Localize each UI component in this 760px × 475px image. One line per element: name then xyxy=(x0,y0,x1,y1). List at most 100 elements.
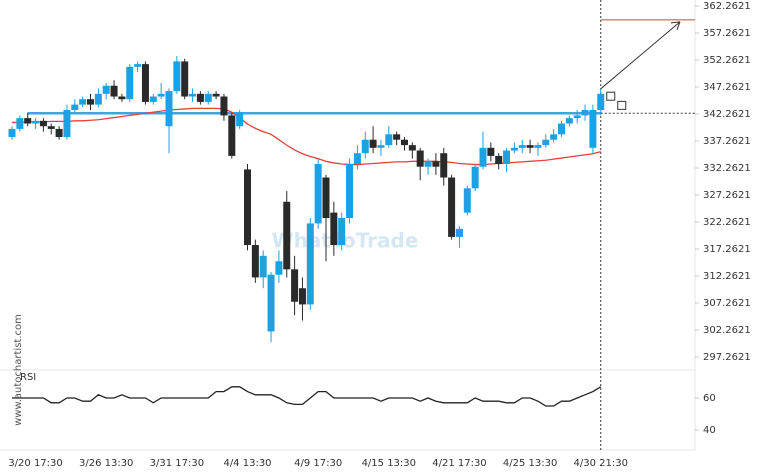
candle-body xyxy=(134,64,142,67)
candle-body xyxy=(377,145,385,148)
candle-body xyxy=(181,61,189,97)
candle-body xyxy=(401,139,408,146)
candle-body xyxy=(275,261,283,275)
x-tick-label: 3/20 17:30 xyxy=(8,458,62,469)
forecast-arrow xyxy=(600,21,681,90)
candle-body xyxy=(471,166,479,189)
candle-body xyxy=(503,150,511,165)
candle-body xyxy=(597,93,605,111)
y-tick-label: 307.2621 xyxy=(703,298,751,309)
candle-body xyxy=(16,118,24,129)
candle-body xyxy=(8,128,16,138)
candle-body xyxy=(416,150,424,167)
candle-body xyxy=(314,164,322,224)
candle-body xyxy=(267,274,275,332)
pattern-point xyxy=(606,91,616,101)
candle-body xyxy=(79,99,87,105)
candle-body xyxy=(141,64,149,102)
candle-body xyxy=(330,212,338,246)
candle-body xyxy=(526,145,534,148)
candle-body xyxy=(542,139,550,146)
candle-body xyxy=(463,188,471,213)
rsi-tick-label: 40 xyxy=(703,425,716,436)
candle-body xyxy=(220,96,228,116)
candle-body xyxy=(291,269,299,302)
y-tick-label: 297.2621 xyxy=(703,352,751,363)
candle-body xyxy=(361,139,369,154)
candle-body xyxy=(322,177,330,219)
candle-body xyxy=(212,93,220,97)
x-tick-label: 4/25 13:30 xyxy=(503,458,557,469)
y-tick-label: 362.2621 xyxy=(703,1,751,12)
candle-body xyxy=(581,110,589,116)
y-tick-label: 342.2621 xyxy=(703,109,751,120)
candle-body xyxy=(346,164,354,219)
candle-body xyxy=(173,61,181,92)
candle-body xyxy=(495,155,503,165)
candle-body xyxy=(24,118,32,124)
candle-body xyxy=(550,134,558,140)
y-tick-label: 317.2621 xyxy=(703,244,751,255)
y-tick-label: 322.2621 xyxy=(703,217,751,228)
candle-body xyxy=(228,115,236,156)
candle-body xyxy=(55,128,63,138)
candle-body xyxy=(338,218,346,246)
candle-body xyxy=(385,134,393,146)
candle-body xyxy=(118,96,126,100)
candle-body xyxy=(259,255,267,278)
candle-body xyxy=(589,110,597,148)
candle-body xyxy=(157,93,165,97)
candle-body xyxy=(558,123,565,135)
candle-body xyxy=(149,96,157,102)
candle-body xyxy=(369,139,377,148)
candle-body xyxy=(298,288,306,305)
candle-body xyxy=(565,118,573,124)
candle-body xyxy=(534,145,542,148)
candle-body xyxy=(71,104,79,111)
candle-body xyxy=(283,201,291,270)
rsi-tick-label: 60 xyxy=(703,393,716,404)
x-tick-label: 4/4 13:30 xyxy=(223,458,271,469)
candle-body xyxy=(32,120,40,124)
candle-body xyxy=(244,169,251,246)
candle-body xyxy=(393,134,401,140)
candle-body xyxy=(204,93,212,102)
candle-body xyxy=(189,93,197,97)
candle-body xyxy=(236,112,244,127)
rsi-label: RSI xyxy=(20,372,36,383)
candle-body xyxy=(165,91,173,127)
candle-body xyxy=(408,145,416,151)
candle-body xyxy=(47,126,55,129)
candle-body xyxy=(510,147,518,151)
side-label: www.autochartist.com xyxy=(13,314,24,426)
x-tick-label: 4/30 21:30 xyxy=(574,458,628,469)
x-tick-label: 3/31 17:30 xyxy=(150,458,204,469)
candle-body xyxy=(306,223,314,305)
candle-body xyxy=(440,153,448,178)
candle-body xyxy=(479,147,487,167)
candle-body xyxy=(251,245,259,278)
arrow-head xyxy=(670,21,681,31)
candle-body xyxy=(448,177,456,237)
pattern-point xyxy=(617,100,627,110)
x-tick-label: 4/15 13:30 xyxy=(362,458,416,469)
rsi-line xyxy=(12,386,602,407)
y-tick-label: 302.2621 xyxy=(703,325,751,336)
candle-body xyxy=(432,161,440,167)
candle-body xyxy=(487,147,495,156)
y-tick-label: 312.2621 xyxy=(703,271,751,282)
candle-body xyxy=(126,66,134,100)
y-tick-label: 332.2621 xyxy=(703,163,751,174)
candle-body xyxy=(110,85,118,97)
candle-body xyxy=(518,145,526,148)
x-tick-label: 4/9 17:30 xyxy=(294,458,342,469)
candle-body xyxy=(102,85,110,94)
candle-body xyxy=(63,110,71,138)
candle-body xyxy=(87,99,94,105)
candle-body xyxy=(94,93,102,105)
y-tick-label: 352.2621 xyxy=(703,55,751,66)
y-tick-label: 357.2621 xyxy=(703,28,751,39)
y-tick-label: 327.2621 xyxy=(703,190,751,201)
candle-body xyxy=(353,153,361,165)
